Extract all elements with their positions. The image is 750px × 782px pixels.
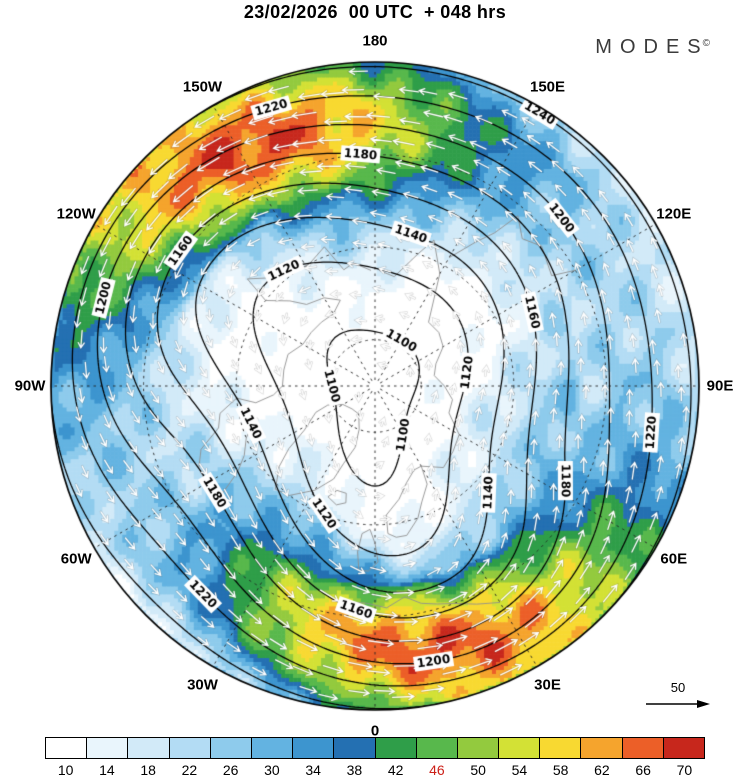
colorbar-tick-label-58: 58 (552, 762, 569, 778)
colorbar-tick-labels: 10 14 18 22 26 30 34 38 42 46 50 54 58 62 66 70 (45, 759, 705, 778)
meridian-label-150E: 150E (529, 78, 566, 96)
copyright-icon: © (702, 38, 710, 49)
colorbar-cell-34 (292, 737, 335, 759)
colorbar-tick-label-26: 26 (222, 762, 239, 778)
right-arrow-icon (646, 700, 710, 708)
colorbar-cell-70 (662, 737, 705, 759)
colorbar-tick-label-22: 22 (181, 762, 198, 778)
meridian-label-60E: 60E (660, 550, 688, 567)
meridian-label-90W: 90W (14, 377, 46, 395)
meridian-label-30E: 30E (534, 676, 561, 694)
colorbar-tick-label-38: 38 (346, 762, 363, 778)
meridian-label-90E: 90E (706, 377, 734, 395)
wind-reference-value: 50 (670, 680, 686, 695)
colorbar-cell-42 (374, 737, 417, 759)
polar-stereographic-map (45, 56, 705, 716)
colorbar-tick-label-10: 10 (57, 762, 74, 778)
colorbar-tick-label-14: 14 (99, 762, 115, 778)
colorbar-tick-label-46: 46 (429, 762, 445, 778)
colorbar-tick-label-62: 62 (594, 762, 610, 778)
colorbar-cells (45, 737, 705, 759)
colorbar-cell-54 (498, 737, 541, 759)
colorbar-tick-label-66: 66 (635, 762, 651, 778)
wind-reference: 50 (644, 680, 712, 714)
colorbar-cell-66 (621, 737, 664, 759)
colorbar-tick-label-70: 70 (676, 762, 693, 778)
colorbar-cell-18 (127, 737, 170, 759)
colorbar-cell-58 (539, 737, 582, 759)
modes-logo-text: MODES (595, 36, 709, 58)
colorbar-cell-10 (45, 737, 88, 759)
colorbar-cell-30 (250, 737, 294, 759)
colorbar-tick-label-54: 54 (511, 762, 528, 778)
meridian-label-120W: 120W (56, 205, 96, 222)
colorbar-tick-label-42: 42 (387, 762, 404, 778)
colorbar-tick-label-34: 34 (305, 762, 321, 778)
colorbar-tick-label-18: 18 (140, 762, 156, 778)
colorbar-cell-50 (456, 737, 500, 759)
colorbar-cell-46 (415, 737, 458, 759)
colorbar-cell-62 (580, 737, 623, 759)
meridian-label-0: 0 (370, 722, 380, 740)
colorbar-cell-26 (209, 737, 252, 759)
colorbar: 10 14 18 22 26 30 34 38 42 46 50 54 58 62 66 70 (45, 737, 705, 778)
meridian-label-150W: 150W (182, 78, 223, 96)
forecast-datetime-title: 23/02/2026 00 UTC + 048 hrs (243, 2, 507, 22)
meridian-label-60W: 60W (60, 550, 92, 567)
colorbar-tick-label-30: 30 (264, 762, 280, 778)
colorbar-cell-38 (333, 737, 376, 759)
meridian-label-30W: 30W (187, 676, 218, 694)
modes-logo: MODES© (595, 36, 710, 59)
meridian-label-120E: 120E (656, 205, 692, 222)
colorbar-tick-label-50: 50 (470, 762, 486, 778)
meridian-label-180: 180 (362, 32, 388, 50)
colorbar-cell-22 (168, 737, 211, 759)
colorbar-cell-14 (86, 737, 129, 759)
